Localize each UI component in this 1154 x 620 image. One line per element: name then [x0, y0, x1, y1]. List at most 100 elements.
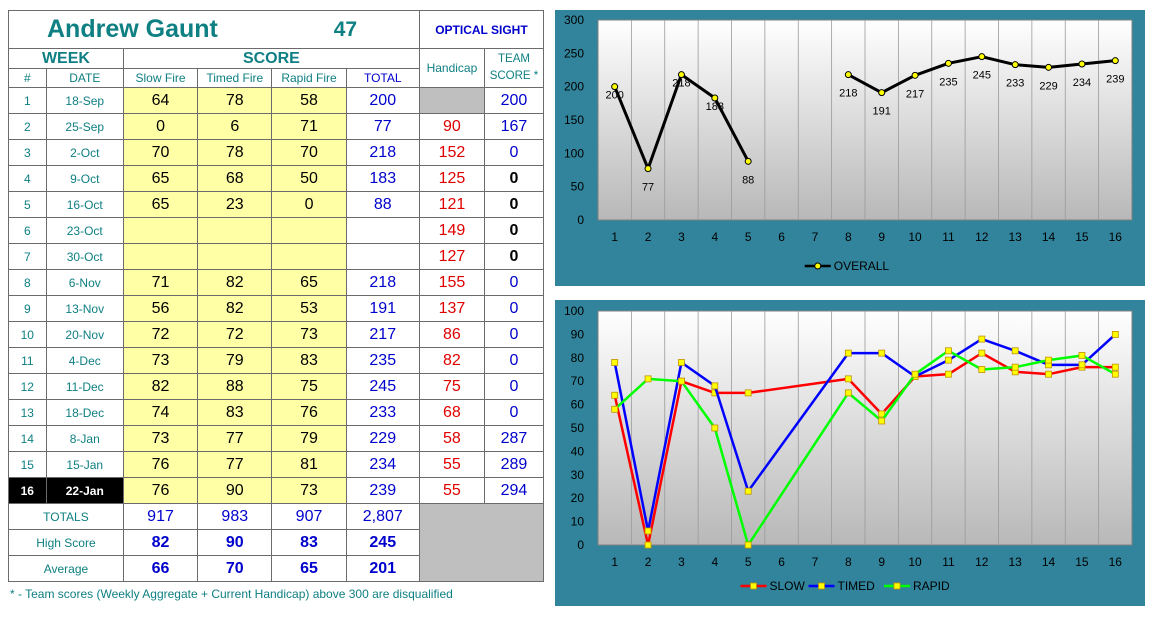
week-number: 4: [8, 165, 47, 192]
data-point-timed: [911, 373, 919, 380]
x-tick-label: 2: [645, 555, 652, 569]
totals-slow: 917: [122, 503, 199, 530]
x-tick-label: 3: [678, 555, 685, 569]
week-number: 2: [8, 113, 47, 140]
handicap-value: 152: [418, 139, 485, 166]
week-number: 8: [8, 269, 47, 296]
rapid-fire-score: [271, 243, 347, 270]
week-number: 5: [8, 191, 47, 218]
slow-fire-score: 72: [122, 321, 199, 348]
table-row: 7 30-Oct 127 0: [8, 243, 545, 270]
x-tick-label: 5: [745, 230, 752, 244]
week-number: 10: [8, 321, 47, 348]
rapid-fire-score: 79: [271, 425, 347, 452]
week-date: 2-Oct: [45, 139, 124, 166]
slow-fire-score: 76: [122, 477, 199, 504]
shooter-number: 47: [271, 10, 420, 49]
total-score: 239: [345, 477, 420, 504]
data-point-rapid: [678, 377, 685, 385]
rapid-fire-score: 75: [271, 373, 347, 400]
rapid-fire-score: 58: [271, 87, 347, 114]
score-sheet-table: Andrew Gaunt 47 OPTICAL SIGHT WEEK SCORE…: [7, 10, 545, 582]
data-point-rapid: [744, 541, 752, 549]
week-date: 18-Dec: [45, 399, 124, 426]
data-label: 245: [973, 70, 991, 82]
total-score: 88: [345, 191, 420, 218]
series-line-timed: [613, 333, 1117, 533]
shooter-name: Andrew Gaunt: [7, 10, 272, 49]
slow-fire-score: 74: [122, 399, 199, 426]
data-point-rapid: [1011, 363, 1019, 371]
slow-fire-score: [122, 243, 199, 270]
rapid-fire-score: 53: [271, 295, 347, 322]
data-point: [911, 71, 919, 79]
legend-marker: [818, 582, 825, 590]
timed-fire-score: 68: [197, 165, 273, 192]
x-tick-label: 10: [908, 230, 922, 244]
table-row: 3 2-Oct 70 78 70 218 152 0: [8, 139, 545, 166]
team-score-value: 0: [483, 139, 545, 166]
week-date: 13-Nov: [45, 295, 124, 322]
week-date: 11-Dec: [45, 373, 124, 400]
table-row: 8 6-Nov 71 82 65 218 155 0: [8, 269, 545, 296]
handicap-value: [418, 87, 485, 114]
y-tick-label: 90: [571, 327, 585, 341]
week-date: 8-Jan: [45, 425, 124, 452]
x-tick-label: 14: [1042, 555, 1056, 569]
data-point-rapid: [1111, 370, 1119, 378]
x-tick-label: 11: [942, 555, 955, 569]
rapid-fire-score: 71: [271, 113, 347, 140]
high-total: 245: [345, 529, 420, 556]
timed-fire-score: 83: [197, 399, 273, 426]
footnote: * - Team scores (Weekly Aggregate + Curr…: [10, 587, 453, 601]
slow-fire-score: 71: [122, 269, 199, 296]
team-score-header-line1: TEAM: [498, 53, 530, 65]
y-tick-label: 250: [564, 46, 584, 60]
y-tick-label: 10: [571, 515, 585, 529]
table-row: 10 20-Nov 72 72 73 217 86 0: [8, 321, 545, 348]
y-tick-label: 60: [571, 398, 585, 412]
data-point: [711, 94, 719, 102]
legend-label: RAPID: [913, 579, 950, 593]
y-tick-label: 40: [571, 444, 585, 458]
handicap-value: 155: [418, 269, 485, 296]
team-score-header: TEAM SCORE *: [483, 48, 545, 88]
x-tick-label: 5: [745, 555, 752, 569]
table-row: 14 8-Jan 73 77 79 229 58 287: [8, 425, 545, 452]
data-point-rapid: [911, 370, 919, 378]
table-row: 4 9-Oct 65 68 50 183 125 0: [8, 165, 545, 192]
col-num-header: #: [8, 68, 47, 88]
x-tick-label: 8: [845, 230, 852, 244]
chart-frame: [555, 300, 1145, 606]
week-number: 7: [8, 243, 47, 270]
week-number: 16: [8, 477, 47, 504]
data-point-rapid: [878, 417, 886, 425]
team-score-value: 0: [483, 295, 545, 322]
data-point-slow: [844, 375, 852, 383]
x-tick-label: 9: [878, 230, 885, 244]
data-point-rapid: [844, 389, 852, 397]
x-tick-label: 15: [1075, 555, 1089, 569]
data-point-rapid: [1045, 356, 1052, 364]
data-point-slow: [678, 377, 685, 385]
data-point-rapid: [978, 366, 986, 373]
team-score-value: 0: [483, 321, 545, 348]
total-score: 77: [345, 113, 420, 140]
data-point-timed: [611, 359, 619, 366]
data-point-timed: [744, 487, 752, 495]
handicap-value: 137: [418, 295, 485, 322]
week-number: 6: [8, 217, 47, 244]
timed-fire-score: [197, 243, 273, 270]
data-point-slow: [1078, 363, 1086, 371]
week-date: 4-Dec: [45, 347, 124, 374]
data-point-slow: [1111, 363, 1119, 371]
average-timed: 70: [197, 555, 273, 582]
total-score: 218: [345, 269, 420, 296]
col-slow-header: Slow Fire: [122, 68, 199, 88]
x-tick-label: 15: [1075, 230, 1089, 244]
team-score-value: 0: [483, 243, 545, 270]
plot-area: [597, 310, 1133, 546]
y-tick-label: 20: [571, 491, 585, 505]
data-point-timed: [1111, 330, 1119, 338]
table-row: 1 18-Sep 64 78 58 200 200: [8, 87, 545, 114]
